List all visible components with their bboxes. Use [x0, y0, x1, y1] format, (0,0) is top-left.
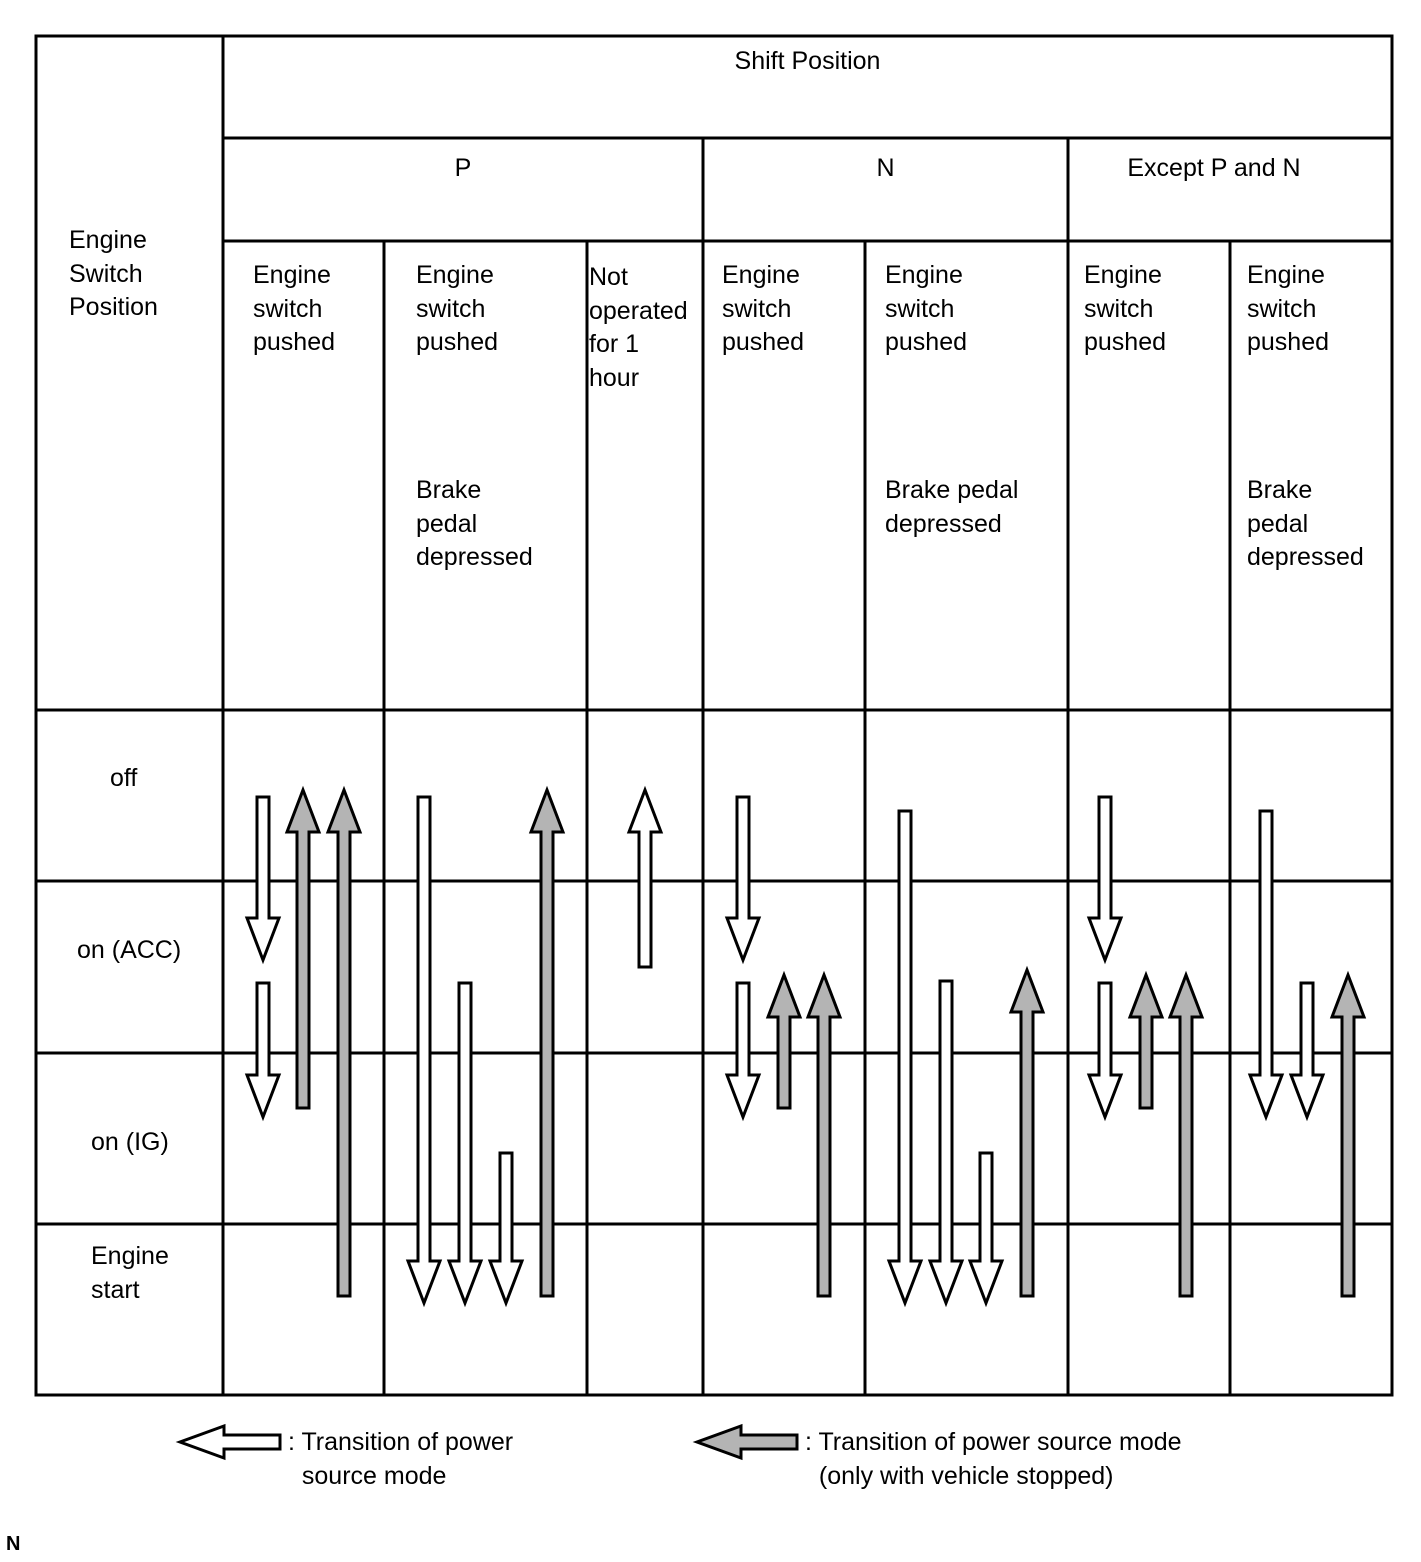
col-extra: Brake pedal depressed	[885, 476, 1019, 538]
stopped-transition-arrow-up	[1167, 970, 1205, 1298]
col-condition: Engine switch pushed	[253, 261, 336, 356]
row-on-ig: on (IG)	[91, 1128, 169, 1156]
stopped-transition-arrow-up	[1329, 970, 1367, 1298]
engine-switch-position-header: Engine Switch Position	[69, 226, 158, 321]
legend-normal-text: : Transition of power source mode	[288, 1428, 514, 1490]
stopped-transition-arrow-up	[528, 785, 566, 1298]
col-condition: Engine switch pushed	[416, 261, 499, 356]
transition-arrow-down	[724, 981, 762, 1122]
shift-position-header: Shift Position	[734, 47, 881, 75]
stopped-transition-arrow-up	[805, 970, 843, 1298]
transition-arrow-down	[1247, 809, 1285, 1122]
legend-stopped-arrow-icon	[692, 1423, 799, 1461]
transition-arrow-down	[886, 809, 924, 1308]
transition-arrow-up	[626, 785, 664, 969]
col-extra: Brake pedal depressed	[416, 476, 533, 571]
col-condition: Engine switch pushed	[1084, 261, 1167, 356]
transition-arrow-down	[405, 795, 443, 1308]
table-border	[34, 34, 1394, 1397]
corner-label: N	[6, 1533, 21, 1555]
stopped-transition-arrow-up	[1127, 970, 1165, 1110]
transition-arrow-down	[446, 981, 484, 1308]
row-off: off	[110, 764, 138, 792]
stopped-transition-arrow-up	[1008, 965, 1046, 1298]
row-on-acc: on (ACC)	[77, 936, 182, 964]
group-p: P	[454, 154, 472, 182]
transition-arrow-down	[1086, 981, 1124, 1122]
legend-normal-arrow-icon	[175, 1423, 282, 1461]
stopped-transition-arrow-up	[284, 785, 322, 1110]
transition-arrow-down	[1086, 795, 1124, 965]
legend-stopped-text: : Transition of power source mode (only …	[805, 1428, 1182, 1490]
col-extra: Brake pedal depressed	[1247, 476, 1364, 571]
col-condition: Engine switch pushed	[885, 261, 968, 356]
col-condition: Engine switch pushed	[1247, 261, 1330, 356]
transition-arrow-down	[927, 979, 965, 1308]
transition-arrow-down	[967, 1151, 1005, 1308]
transition-arrow-down	[1288, 981, 1326, 1122]
legend-arrows	[175, 1423, 799, 1461]
group-n: N	[876, 154, 895, 182]
stopped-transition-arrow-up	[325, 785, 363, 1298]
col-condition: Engine switch pushed	[722, 261, 805, 356]
row-engine-start: Engine start	[91, 1242, 169, 1304]
transition-arrow-down	[244, 981, 282, 1122]
transition-arrow-down	[487, 1151, 525, 1308]
transition-arrows	[244, 785, 1367, 1308]
col-condition: Not operated for 1 hour	[589, 263, 688, 392]
transition-arrow-down	[244, 795, 282, 965]
stopped-transition-arrow-up	[765, 970, 803, 1110]
transition-arrow-down	[724, 795, 762, 965]
group-except-p-n: Except P and N	[1127, 154, 1301, 182]
